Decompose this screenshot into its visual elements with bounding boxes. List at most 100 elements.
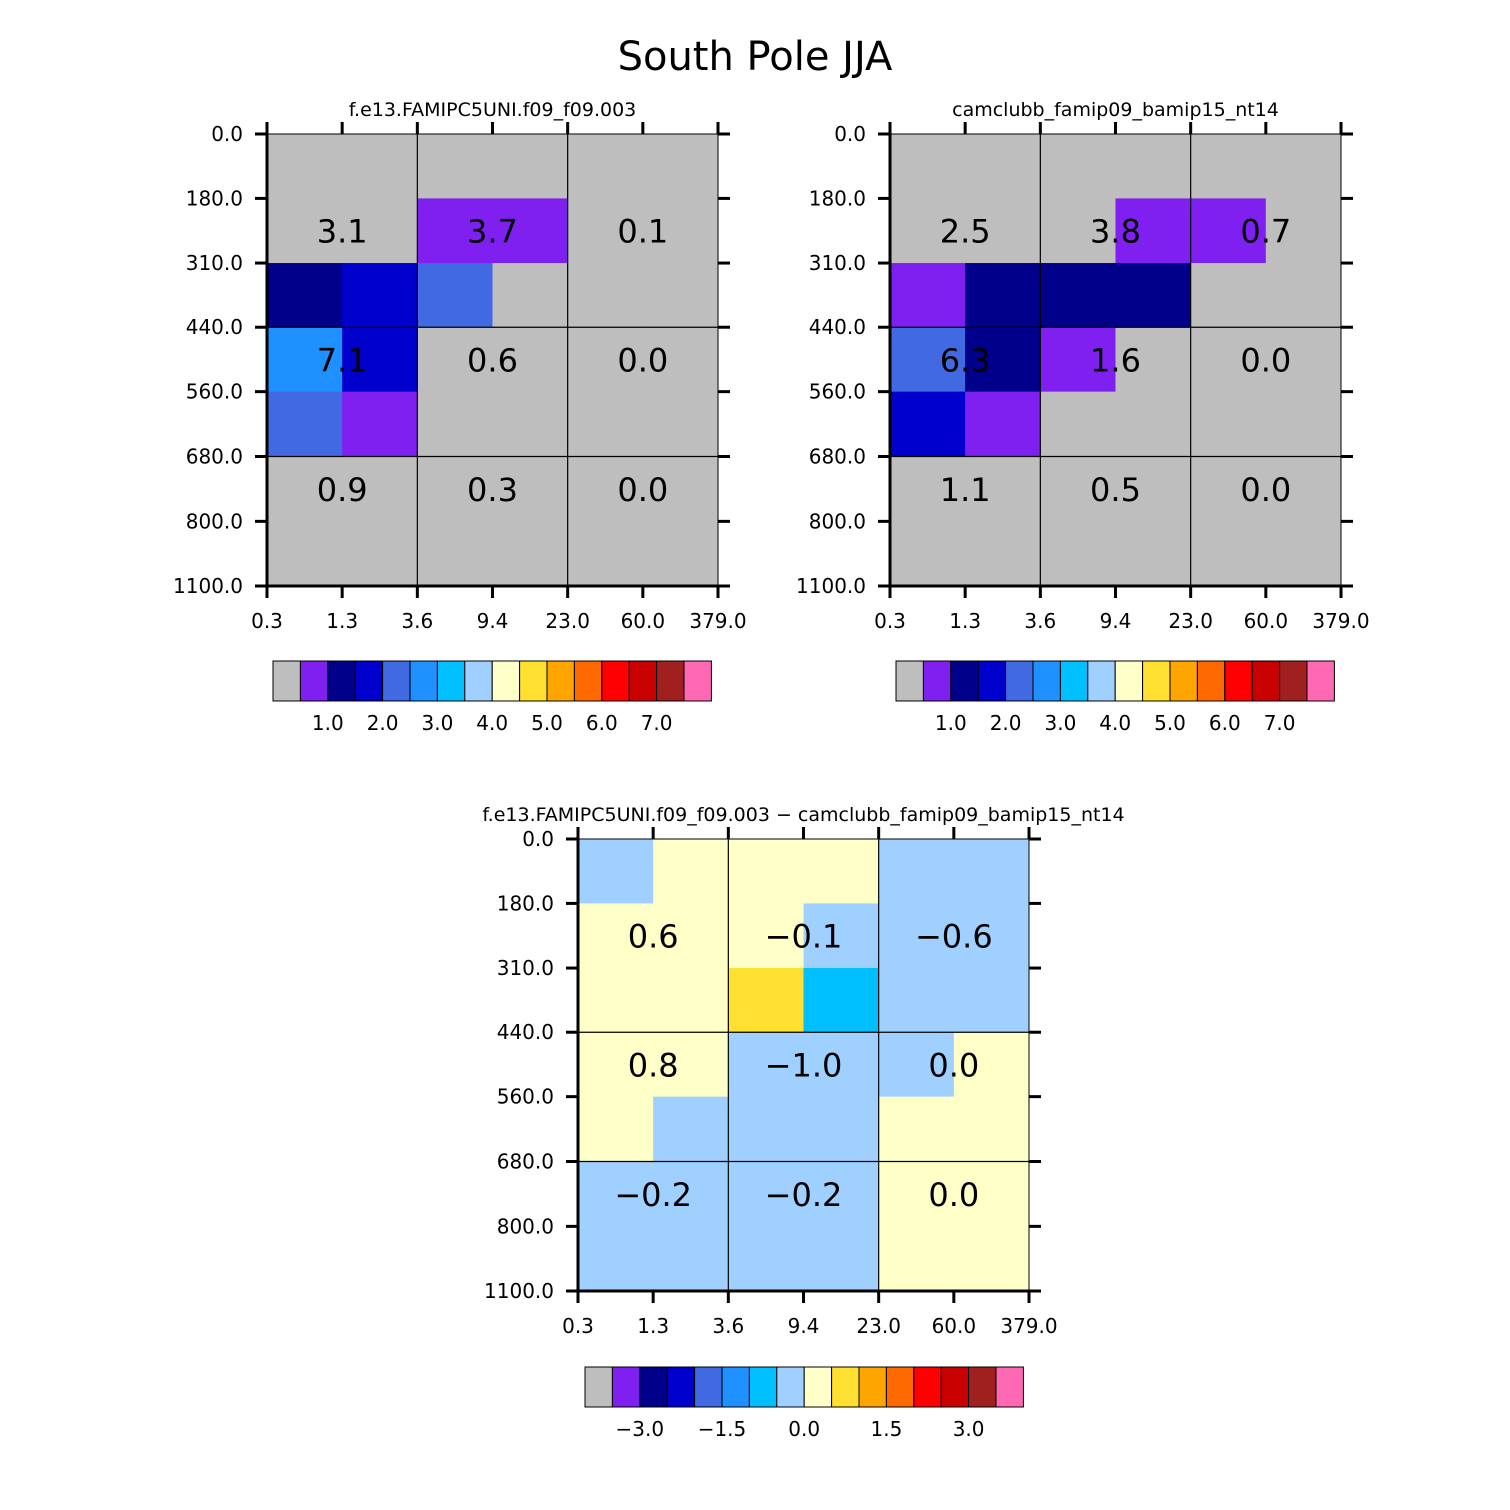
box-value-label: 0.7 — [1240, 213, 1291, 251]
colorbar-box — [1142, 660, 1171, 702]
colorbar-box — [858, 1366, 887, 1408]
box-value-label: 0.1 — [617, 213, 668, 251]
y-tick-label: 800.0 — [186, 509, 243, 533]
heatmap-cell — [1040, 456, 1116, 522]
y-tick-label: 560.0 — [497, 1085, 554, 1109]
heatmap-cell — [1115, 134, 1192, 199]
heatmap-cell — [492, 198, 569, 264]
box-value-label: 0.0 — [617, 341, 668, 379]
colorbar-box — [950, 660, 979, 702]
x-tick-label: 3.6 — [1024, 609, 1056, 633]
heatmap-cell — [1265, 327, 1342, 393]
x-tick-label: 379.0 — [1000, 1314, 1057, 1338]
heatmap-cell — [803, 1032, 880, 1098]
heatmap-cell — [1040, 134, 1116, 199]
box-value-label: −0.1 — [765, 918, 843, 956]
heatmap-cell — [728, 1161, 804, 1227]
heatmap-cell — [1265, 263, 1342, 328]
heatmap-cell — [728, 839, 804, 904]
colorbar-box — [409, 660, 438, 702]
heatmap-cell — [267, 521, 343, 587]
heatmap-cell — [890, 391, 966, 458]
heatmap-cell — [267, 391, 343, 458]
panel-difference: f.e13.FAMIPC5UNI.f09_f09.003 − camclubb_… — [482, 804, 1124, 1441]
colorbar-box — [611, 1366, 641, 1408]
heatmap-cell — [953, 1032, 1030, 1098]
box-value-label: 1.6 — [1090, 341, 1141, 379]
x-tick-label: 0.3 — [874, 609, 906, 633]
x-tick-label: 60.0 — [932, 1314, 977, 1338]
y-tick-label: 310.0 — [186, 251, 243, 275]
y-tick-label: 560.0 — [809, 380, 866, 404]
heatmap-cell — [953, 903, 1030, 969]
y-tick-label: 680.0 — [497, 1150, 554, 1174]
colorbar-box — [1005, 660, 1034, 702]
colorbar-label: −3.0 — [616, 1417, 665, 1441]
colorbar-box — [656, 660, 685, 702]
colorbar-label: 7.0 — [1264, 711, 1296, 735]
heatmap-cell — [642, 456, 719, 522]
heatmap-cell — [267, 456, 343, 522]
heatmap-cell — [342, 327, 418, 393]
colorbar-box — [491, 660, 521, 702]
heatmap-cell — [728, 903, 804, 969]
colorbar-box — [354, 660, 384, 702]
heatmap-cell — [653, 968, 729, 1033]
heatmap-cell — [965, 521, 1041, 587]
heatmap-cell — [578, 1096, 654, 1163]
box-value-label: 7.1 — [317, 341, 368, 379]
y-tick-label: 1100.0 — [796, 574, 866, 598]
colorbar-label: 1.0 — [935, 711, 967, 735]
colorbar-box — [913, 1366, 942, 1408]
box-value-label: 0.5 — [1090, 471, 1141, 509]
colorbar-box — [327, 660, 356, 702]
heatmap-cell — [567, 521, 644, 587]
colorbar-label: 6.0 — [1209, 711, 1241, 735]
colorbar-box — [940, 1366, 970, 1408]
colorbar-box — [436, 660, 466, 702]
y-tick-label: 180.0 — [497, 891, 554, 915]
heatmap-cell — [878, 1226, 955, 1292]
y-tick-label: 440.0 — [497, 1020, 554, 1044]
colorbar-box — [922, 660, 952, 702]
heatmap-cell — [492, 521, 569, 587]
heatmap-cell — [1190, 198, 1267, 264]
colorbar-box — [1196, 660, 1226, 702]
heatmap-cell — [267, 134, 343, 199]
heatmap-cell — [1115, 391, 1192, 458]
x-tick-label: 60.0 — [621, 609, 666, 633]
heatmap-cell — [728, 968, 804, 1033]
y-tick-label: 680.0 — [186, 445, 243, 469]
colorbar-label: 5.0 — [531, 711, 563, 735]
x-tick-label: 0.3 — [251, 609, 283, 633]
y-tick-label: 0.0 — [522, 827, 554, 851]
heatmap-cell — [890, 521, 966, 587]
colorbar-box — [995, 1366, 1024, 1408]
box-value-label: 0.0 — [928, 1046, 979, 1084]
colorbar-box — [1059, 660, 1089, 702]
heatmap-cell — [1265, 134, 1342, 199]
heatmap-cell — [1040, 327, 1116, 393]
colorbar-label: 6.0 — [586, 711, 618, 735]
panel-title: f.e13.FAMIPC5UNI.f09_f09.003 — [349, 99, 637, 121]
panel-model-2: camclubb_famip09_bamip15_nt14 0.0 180.0 310… — [796, 99, 1370, 735]
heatmap-cell — [878, 1096, 955, 1163]
heatmap-cell — [567, 391, 644, 458]
heatmap-cell — [578, 903, 654, 969]
heatmap-cell — [417, 327, 493, 393]
colorbar-box — [1032, 660, 1061, 702]
y-tick-label: 310.0 — [809, 251, 866, 275]
panel-title: f.e13.FAMIPC5UNI.f09_f09.003 − camclubb_… — [482, 804, 1124, 826]
heatmap-cell — [492, 391, 569, 458]
heatmap-cell — [965, 263, 1041, 328]
heatmap-cell — [642, 327, 719, 393]
colorbar-label: 3.0 — [1044, 711, 1076, 735]
x-tick-label: 1.3 — [637, 1314, 669, 1338]
colorbar-box — [272, 660, 301, 702]
colorbar-box — [1224, 660, 1253, 702]
figure-title: South Pole JJA — [618, 34, 893, 80]
y-tick-label: 0.0 — [211, 122, 243, 146]
colorbar-label: 4.0 — [1099, 711, 1131, 735]
colorbar-box — [601, 660, 630, 702]
x-tick-label: 379.0 — [1312, 609, 1369, 633]
